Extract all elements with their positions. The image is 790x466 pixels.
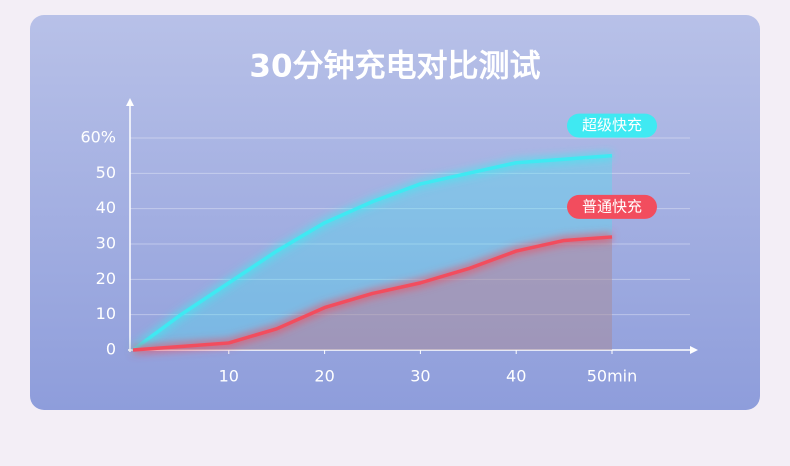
y-tick-label: 60%	[80, 128, 116, 147]
legend-label: 普通快充	[582, 197, 642, 215]
y-arrow	[126, 98, 134, 106]
x-tick-label: 10	[219, 367, 239, 386]
series-line	[131, 153, 613, 352]
legend-badge	[567, 194, 657, 219]
area-fill	[133, 155, 612, 350]
y-tick-label: 20	[96, 269, 116, 288]
card	[30, 15, 760, 410]
y-tick-label: 10	[96, 304, 116, 323]
legend-item: 超级快充	[567, 113, 657, 138]
legend-badge	[567, 113, 657, 138]
x-tick-label: 40	[506, 367, 526, 386]
y-tick-label: 50	[96, 163, 116, 182]
chart-title: 30分钟充电对比测试	[249, 49, 540, 85]
series-line	[132, 235, 613, 352]
x-tick-label: 20	[314, 367, 334, 386]
y-tick-label: 40	[96, 198, 116, 217]
x-tick-label: 50min	[587, 367, 638, 386]
y-tick-label: 30	[96, 234, 116, 253]
x-arrow	[690, 346, 698, 354]
y-tick-label: 0	[106, 340, 116, 359]
legend-item: 普通快充	[567, 194, 657, 219]
legend-label: 超级快充	[582, 116, 642, 134]
x-tick-label: 30	[410, 367, 430, 386]
